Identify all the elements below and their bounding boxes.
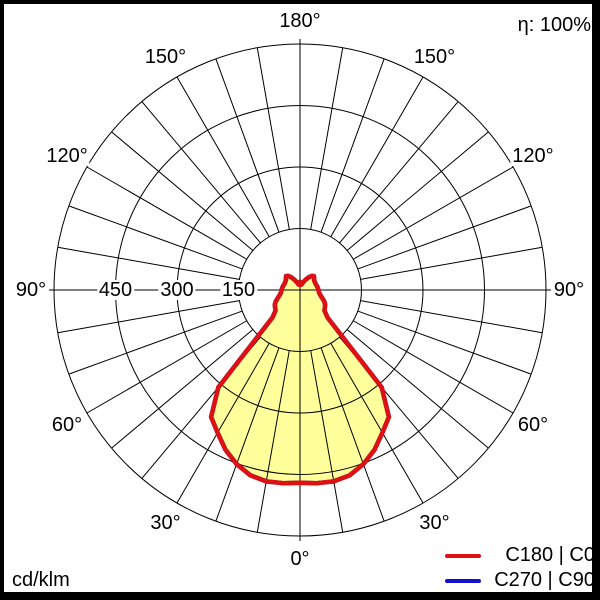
polar-grid-spoke-150 [330, 76, 424, 237]
angle-label-120-right: 120° [510, 144, 556, 167]
polar-grid-spoke-120 [353, 166, 514, 260]
polar-grid-spoke-140 [339, 101, 459, 244]
legend-line-blue-icon [445, 578, 481, 583]
polar-grid-spoke-220 [141, 101, 261, 244]
polar-grid-spoke-20 [320, 347, 385, 522]
angle-label-90-right: 90° [551, 279, 587, 301]
angle-label-120-left: 120° [44, 144, 90, 167]
angle-label-30-right: 30° [417, 511, 452, 534]
angle-label-150-right: 150° [411, 46, 458, 69]
polar-grid-spoke-190 [256, 47, 290, 230]
intensity-curve-c180-c0 [208, 273, 392, 486]
radial-label-300: 300 [158, 279, 196, 301]
angle-label-30-left: 30° [148, 511, 183, 534]
unit-label: cd/klm [12, 569, 70, 591]
angle-label-150-left: 150° [142, 46, 189, 69]
radial-label-150: 150 [219, 279, 258, 301]
polar-grid-spoke-100 [360, 246, 543, 280]
polar-grid-spoke-300 [86, 320, 247, 414]
polar-grid-spoke-50 [346, 329, 489, 449]
angle-label-60-left: 60° [49, 413, 85, 436]
legend-row-c180-c0: C180 | C0 [445, 543, 595, 568]
polar-grid-spoke-250 [68, 205, 243, 270]
polar-grid-spoke-200 [215, 58, 280, 233]
angle-label-60-right: 60° [515, 413, 551, 436]
polar-grid-spoke-210 [176, 76, 270, 237]
polar-grid-spoke-70 [357, 310, 532, 375]
polar-grid-spoke-110 [357, 205, 532, 270]
polar-grid-spoke-350 [256, 350, 290, 533]
polar-grid-spoke-60 [353, 320, 514, 414]
angle-label-90-left: 90° [13, 279, 49, 301]
legend-label-c180-c0: C180 | C0 [505, 544, 595, 566]
polar-grid-spoke-260 [57, 246, 240, 280]
polar-grid-spoke-290 [68, 310, 243, 375]
polar-grid-spoke-310 [111, 329, 254, 449]
polar-grid-spoke-10 [310, 350, 344, 533]
polar-grid-spoke-280 [57, 300, 240, 334]
polar-grid-spoke-160 [320, 58, 385, 233]
legend-label-c270-c90: C270 | C90 [494, 569, 595, 591]
polar-grid-spoke-30 [330, 343, 424, 504]
polar-grid-spoke-80 [360, 300, 543, 334]
legend-line-red-icon [445, 553, 481, 558]
polar-grid-spoke-340 [215, 347, 280, 522]
polar-grid-spoke-230 [111, 131, 254, 251]
polar-grid-spoke-130 [346, 131, 489, 251]
legend: C180 | C0 C270 | C90 [445, 543, 595, 593]
efficiency-label: η: 100% [517, 14, 591, 36]
radial-label-450: 450 [96, 279, 135, 301]
polar-grid-spoke-170 [310, 47, 344, 230]
angle-label-180: 180° [277, 10, 323, 32]
angle-label-0: 0° [288, 548, 312, 570]
polar-grid-spoke-240 [86, 166, 247, 260]
polar-grid-spoke-330 [176, 343, 270, 504]
legend-row-c270-c90: C270 | C90 [445, 568, 595, 593]
